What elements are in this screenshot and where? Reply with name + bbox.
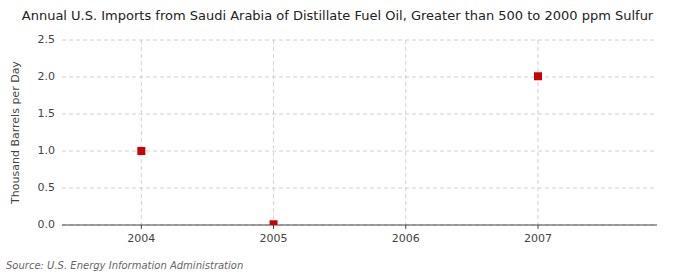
y-tick-label: 2.0 xyxy=(38,70,56,83)
y-tick-label: 0.0 xyxy=(38,218,56,231)
y-axis: 0.0 0.5 1.0 1.5 2.0 2.5 xyxy=(38,33,658,231)
point xyxy=(137,147,145,155)
chart: Annual U.S. Imports from Saudi Arabia of… xyxy=(0,0,675,275)
x-tick-label: 2007 xyxy=(524,232,552,245)
y-grid-line xyxy=(62,114,657,115)
y-tick-label: 2.5 xyxy=(38,33,56,46)
x-tick-label: 2004 xyxy=(127,232,155,245)
x-tick xyxy=(405,225,406,229)
y-grid-line xyxy=(62,77,657,78)
x-axis-line xyxy=(62,225,657,226)
point xyxy=(270,220,278,225)
x-tick-label: 2006 xyxy=(392,232,420,245)
y-tick-label: 1.5 xyxy=(38,107,56,120)
x-axis: 2004 2005 2006 2007 xyxy=(127,40,552,245)
x-tick xyxy=(141,225,142,229)
point xyxy=(534,72,542,80)
y-grid-line xyxy=(62,40,657,41)
y-grid-line xyxy=(62,151,657,152)
x-tick xyxy=(538,225,539,229)
title: Annual U.S. Imports from Saudi Arabia of… xyxy=(22,8,654,23)
x-grid-line xyxy=(141,40,142,225)
y-grid-line xyxy=(62,188,657,189)
y-tick-label: 1.0 xyxy=(38,144,56,157)
y-axis-label: Thousand Barrels per Day xyxy=(9,61,22,205)
x-tick xyxy=(273,225,274,229)
y-tick-label: 0.5 xyxy=(38,181,56,194)
x-tick-label: 2005 xyxy=(260,232,288,245)
x-grid-line xyxy=(538,40,539,225)
points xyxy=(137,72,542,225)
x-grid-line xyxy=(405,40,406,225)
x-grid-line xyxy=(273,40,274,225)
y-grid-line xyxy=(62,225,657,226)
source-note: Source: U.S. Energy Information Administ… xyxy=(6,260,243,271)
